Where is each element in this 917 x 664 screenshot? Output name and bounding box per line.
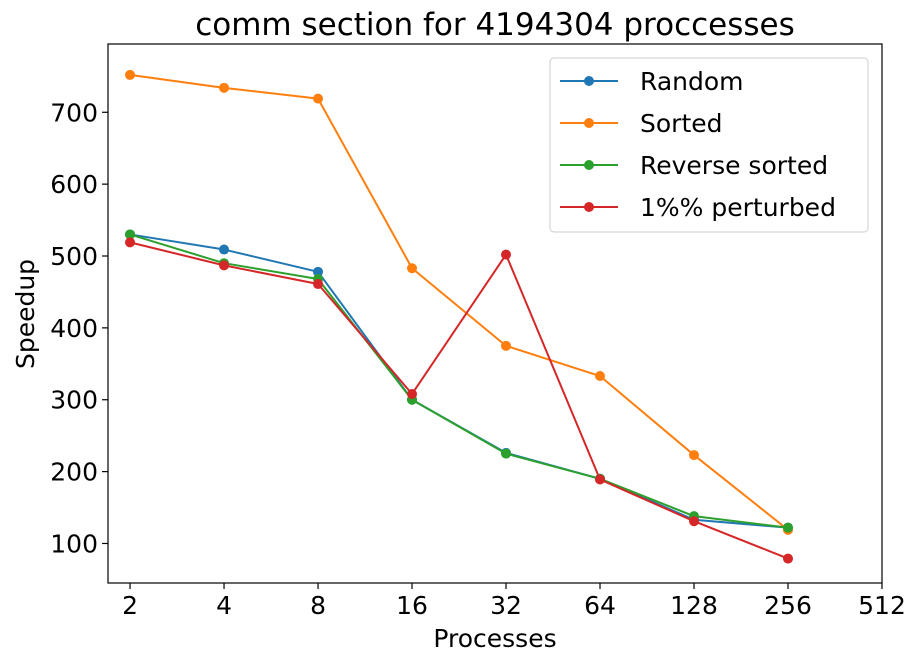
data-point [219, 82, 230, 93]
legend-label: Reverse sorted [640, 151, 828, 180]
x-tick-label: 128 [670, 591, 718, 620]
x-tick-label: 256 [764, 591, 812, 620]
data-point [501, 340, 512, 351]
x-tick-label: 2 [122, 591, 138, 620]
legend-marker [584, 202, 594, 212]
data-point [689, 450, 700, 461]
data-point [313, 266, 324, 277]
legend-box [549, 57, 869, 233]
x-tick-label: 4 [216, 591, 232, 620]
x-tick-label: 64 [584, 591, 616, 620]
y-tick-label: 100 [50, 529, 98, 558]
data-point [407, 263, 418, 274]
legend-marker [584, 76, 594, 86]
x-tick-label: 16 [396, 591, 428, 620]
data-point [783, 553, 794, 564]
x-tick-label: 8 [310, 591, 326, 620]
data-point [783, 522, 794, 533]
data-point [313, 93, 324, 104]
legend-marker [584, 118, 594, 128]
legend-marker [584, 160, 594, 170]
data-point [125, 237, 136, 248]
series-line-2 [129, 233, 789, 529]
y-axis-label: Speedup [11, 259, 40, 369]
y-tick-label: 600 [50, 170, 98, 199]
series-layer [125, 69, 794, 564]
data-point [125, 69, 136, 80]
y-tick-label: 200 [50, 458, 98, 487]
legend: Random Sorted Reverse sorted 1%% perturbed [549, 57, 869, 233]
data-point [407, 388, 418, 399]
y-tick-label: 400 [50, 314, 98, 343]
chart-title: comm section for 4194304 proccesses [195, 7, 795, 43]
x-axis: 2 4 8 16 32 64 128 256 512 [122, 583, 906, 620]
data-point [595, 474, 606, 485]
series-line-3 [129, 241, 789, 560]
data-point [313, 279, 324, 290]
x-tick-label: 512 [858, 591, 906, 620]
x-tick-label: 32 [490, 591, 522, 620]
y-tick-label: 500 [50, 242, 98, 271]
data-point [501, 249, 512, 260]
data-point [689, 516, 700, 527]
y-tick-label: 700 [50, 98, 98, 127]
legend-label: 1%% perturbed [640, 193, 836, 222]
data-point [595, 371, 606, 382]
data-point [219, 244, 230, 255]
legend-label: Random [640, 67, 744, 96]
data-point [501, 448, 512, 459]
y-axis: 100 200 300 400 500 600 700 [50, 98, 108, 558]
series-line-1 [129, 73, 789, 531]
y-tick-label: 300 [50, 386, 98, 415]
x-axis-label: Processes [433, 624, 556, 653]
data-point [125, 229, 136, 240]
data-point [219, 260, 230, 271]
legend-label: Sorted [640, 109, 723, 138]
